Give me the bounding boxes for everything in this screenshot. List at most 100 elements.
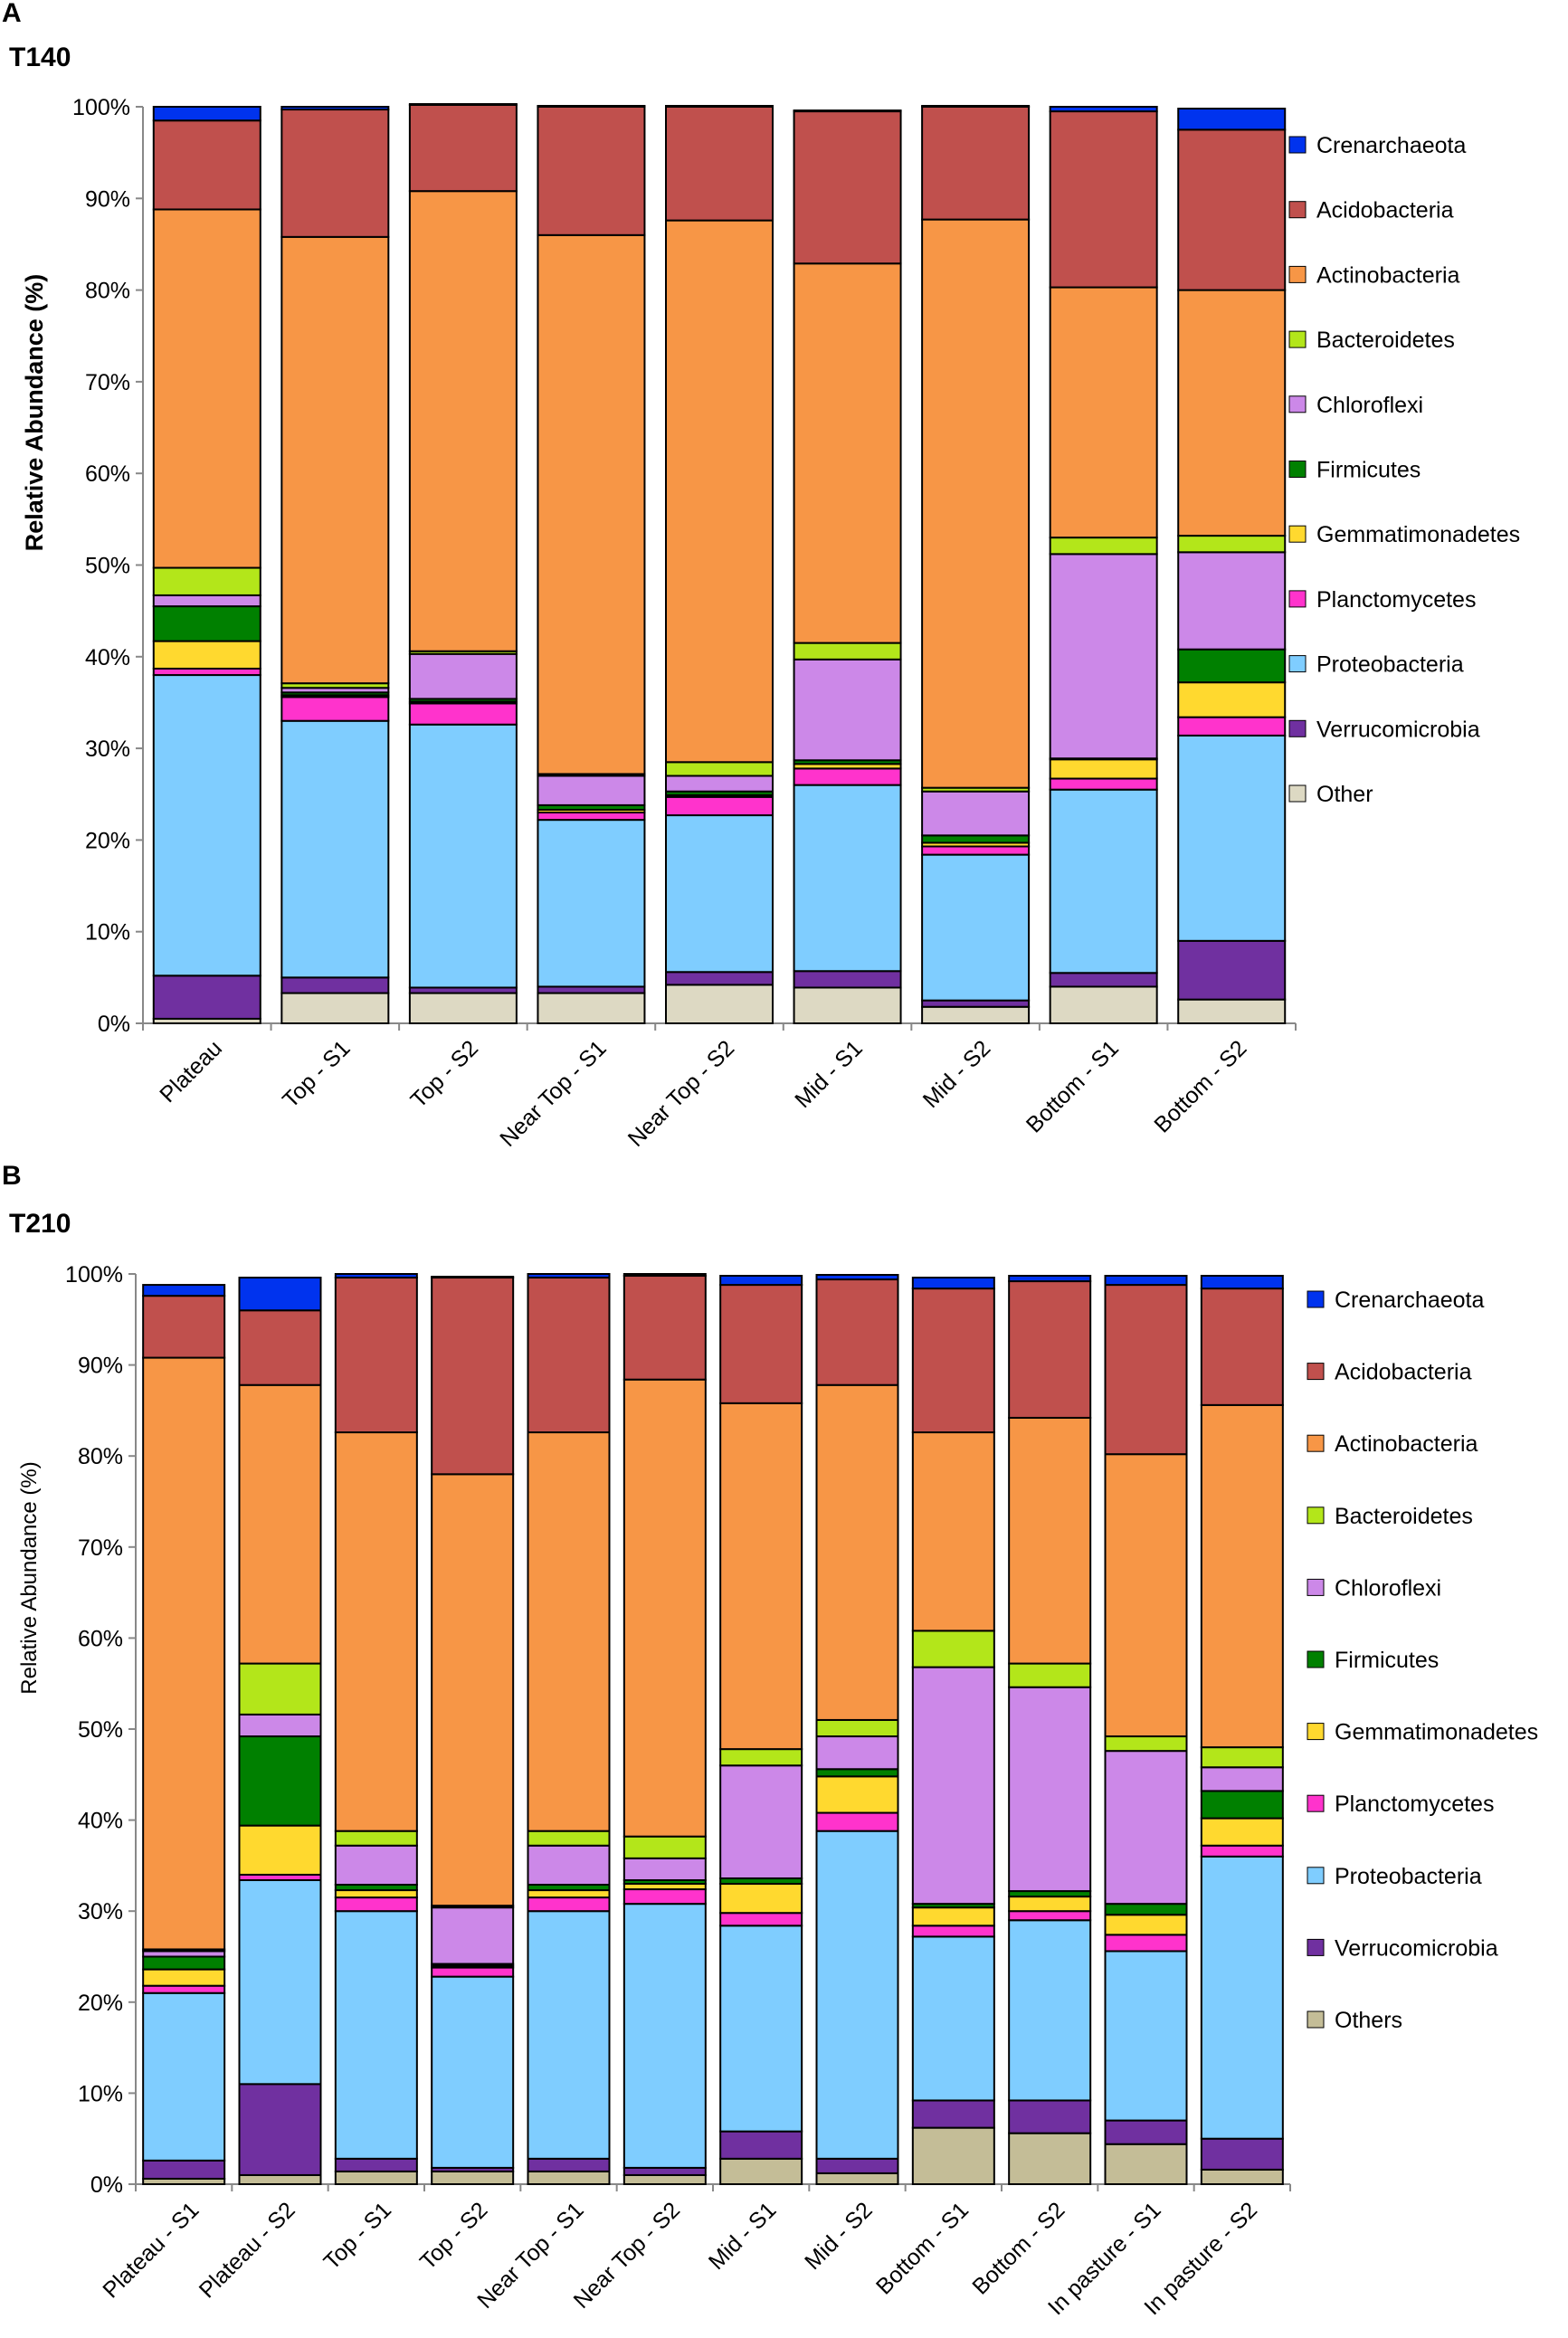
bar-segment-planctomycetes <box>1049 777 1158 791</box>
bar-segment-gemmatimonadetes <box>1008 1896 1092 1913</box>
bar-segment-acidobacteria <box>793 110 902 265</box>
bar-segment-chloroflexi <box>238 1713 322 1738</box>
legend-swatch <box>1288 719 1307 737</box>
legend-label: Crenarchaeota <box>1335 1288 1484 1313</box>
bar-segment-proteobacteria <box>280 719 390 979</box>
bar-segment-crenarchaeota <box>152 106 261 122</box>
bar-segment-chloroflexi <box>431 1906 515 1965</box>
bar-segment-crenarchaeota <box>793 109 902 113</box>
bar-segment-others <box>431 2170 515 2186</box>
bar-segment-firmicutes <box>1104 1903 1188 1916</box>
legend-entry-crenarchaeota: Crenarchaeota <box>1307 1288 1484 1313</box>
bar-segment-verrucomicrobia <box>280 976 390 994</box>
legend-swatch <box>1307 2010 1325 2029</box>
bar-segment-gemmatimonadetes <box>527 1889 611 1899</box>
stacked-bar-top-s1 <box>334 1273 418 2186</box>
bar-segment-others <box>911 2126 995 2185</box>
bar-segment-actinobacteria <box>142 1356 226 1951</box>
bar-segment-proteobacteria <box>1008 1919 1092 2102</box>
legend-swatch <box>1288 395 1307 413</box>
bar-segment-actinobacteria <box>622 1378 707 1838</box>
bar-segment-verrucomicrobia <box>911 2099 995 2129</box>
bar-segment-actinobacteria <box>793 262 902 644</box>
legend-label: Gemmatimonadetes <box>1335 1720 1538 1745</box>
legend-swatch <box>1288 461 1307 478</box>
bar-segment-chloroflexi <box>1049 553 1158 760</box>
bar-segment-verrucomicrobia <box>1049 972 1158 988</box>
bar-segment-firmicutes <box>152 605 261 642</box>
bar-segment-firmicutes <box>815 1768 899 1778</box>
bar-segment-proteobacteria <box>1104 1950 1188 2122</box>
bar-segment-bacteroidetes <box>1200 1746 1284 1769</box>
stacked-bar-near-top-s1 <box>527 1273 611 2186</box>
bar-segment-acidobacteria <box>408 103 518 193</box>
bar-segment-verrucomicrobia <box>527 2157 611 2172</box>
panel-b-legend: Crenarchaeota Acidobacteria Actinobacteria… <box>1307 1288 1538 2033</box>
bar-segment-verrucomicrobia <box>1104 2119 1188 2145</box>
panel-b-y-axis-label: Relative Abundance (%) <box>17 1461 42 1694</box>
bar-segment-others <box>719 2157 803 2186</box>
bar-segment-chloroflexi <box>815 1735 899 1771</box>
bar-segment-crenarchaeota <box>665 104 774 108</box>
legend-swatch <box>1307 1867 1325 1885</box>
bar-segment-proteobacteria <box>1177 734 1287 942</box>
bar-segment-crenarchaeota <box>921 104 1031 108</box>
panel-a-legend: Crenarchaeota Acidobacteria Actinobacteria… <box>1288 133 1520 807</box>
bar-segment-crenarchaeota <box>238 1277 322 1312</box>
bar-segment-chloroflexi <box>1104 1750 1188 1906</box>
x-category-label: Mid - S1 <box>790 1035 868 1113</box>
bar-segment-actinobacteria <box>1177 289 1287 537</box>
bar-segment-crenarchaeota <box>537 104 646 108</box>
bar-segment-proteobacteria <box>537 819 646 988</box>
legend-entry-bacteroidetes: Bacteroidetes <box>1288 328 1455 353</box>
legend-swatch <box>1288 136 1307 154</box>
y-tick-label: 60% <box>85 461 130 487</box>
stacked-bar-in-pasture-s1 <box>1104 1275 1188 2186</box>
bar-segment-other <box>537 992 646 1025</box>
y-tick-label: 60% <box>78 1626 123 1651</box>
bar-segment-acidobacteria <box>719 1284 803 1404</box>
y-tick-label: 30% <box>78 1899 123 1925</box>
legend-label: Verrucomicrobia <box>1316 717 1480 742</box>
bar-segment-acidobacteria <box>1008 1280 1092 1419</box>
bar-segment-chloroflexi <box>537 775 646 806</box>
bar-segment-actinobacteria <box>1104 1453 1188 1738</box>
x-category-label: Top - S1 <box>318 2197 396 2275</box>
stacked-bar-bottom-s2 <box>1177 108 1287 1024</box>
x-category-label: Top - S2 <box>405 1035 483 1113</box>
legend-entry-acidobacteria: Acidobacteria <box>1288 198 1454 223</box>
panel-b-y-ticks: 0% 10% 20% 30% 40% 50% 60% 70% 80% 90% 100% <box>65 1262 136 2198</box>
bar-segment-others <box>1200 2168 1284 2186</box>
panel-a-y-ticks: 0% 10% 20% 30% 40% 50% 60% 70% 80% 90% 100% <box>72 95 143 1037</box>
bar-segment-other <box>408 992 518 1025</box>
bar-segment-bacteroidetes <box>1177 535 1287 554</box>
legend-swatch <box>1307 1290 1325 1308</box>
bar-segment-acidobacteria <box>815 1278 899 1386</box>
bar-segment-bacteroidetes <box>527 1830 611 1847</box>
bar-segment-firmicutes <box>142 1955 226 1971</box>
legend-swatch <box>1307 1578 1325 1596</box>
x-category-label: Bottom - S1 <box>871 2197 974 2299</box>
bar-segment-bacteroidetes <box>334 1830 418 1847</box>
legend-label: Chloroflexi <box>1316 393 1423 418</box>
bar-segment-planctomycetes <box>280 696 390 722</box>
legend-swatch <box>1307 1794 1325 1812</box>
bar-segment-acidobacteria <box>334 1277 418 1434</box>
bar-segment-planctomycetes <box>527 1896 611 1913</box>
bar-segment-firmicutes <box>1177 648 1287 684</box>
bar-segment-proteobacteria <box>142 1991 226 2162</box>
bar-segment-acidobacteria <box>1177 128 1287 291</box>
bar-segment-gemmatimonadetes <box>142 1968 226 1987</box>
panel-a-title: T140 <box>9 43 71 72</box>
y-tick-label: 50% <box>85 554 130 579</box>
legend-label: Acidobacteria <box>1316 198 1454 223</box>
bar-segment-bacteroidetes <box>1008 1662 1092 1688</box>
bar-segment-other <box>921 1005 1031 1024</box>
panel-b-bars <box>142 1273 1284 2186</box>
bar-segment-gemmatimonadetes <box>911 1906 995 1927</box>
bar-segment-actinobacteria <box>1049 286 1158 539</box>
bar-segment-bacteroidetes <box>622 1835 707 1859</box>
stacked-bar-in-pasture-s2 <box>1200 1275 1284 2186</box>
bar-segment-chloroflexi <box>622 1857 707 1881</box>
